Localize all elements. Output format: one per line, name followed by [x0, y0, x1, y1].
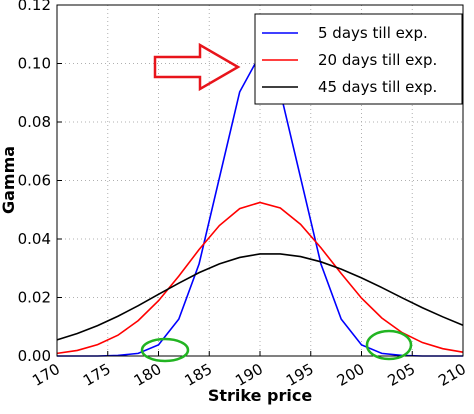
y-tick-label: 0.00: [18, 347, 51, 365]
y-axis-label: Gamma: [0, 146, 18, 214]
series-line: [56, 201, 464, 355]
x-tick-label: 180: [131, 360, 165, 390]
legend-box: [254, 13, 463, 105]
x-axis-label: Strike price: [208, 386, 312, 405]
x-tick-label: 205: [384, 360, 418, 390]
y-tick-label: 0.02: [18, 289, 51, 307]
legend-label: 20 days till exp.: [318, 51, 437, 69]
y-tick-label: 0.06: [18, 172, 51, 190]
y-tick-label: 0.10: [18, 55, 51, 73]
x-tick-label: 210: [435, 360, 469, 390]
circle-annotation: [140, 337, 190, 363]
legend-label: 45 days till exp.: [318, 78, 437, 96]
legend-label: 5 days till exp.: [318, 24, 428, 42]
x-tick-label: 175: [80, 360, 114, 390]
circle-annotation: [365, 329, 413, 361]
y-tick-label: 0.04: [18, 230, 51, 248]
y-tick-label: 0.12: [18, 0, 51, 14]
legend: 5 days till exp. 20 days till exp. 45 days…: [254, 13, 463, 105]
x-tick-label: 200: [334, 360, 368, 390]
y-tick-label: 0.08: [18, 113, 51, 131]
series-line: [56, 253, 464, 341]
arrow-annotation: [153, 42, 241, 92]
